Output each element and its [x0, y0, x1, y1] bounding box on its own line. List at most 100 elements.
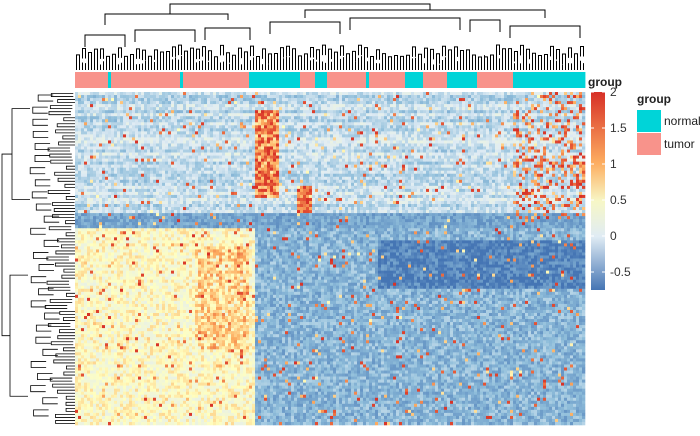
- heatmap-cell: [237, 107, 240, 110]
- heatmap-cell: [204, 92, 207, 95]
- heatmap-cell: [117, 125, 120, 128]
- heatmap-cell: [429, 101, 432, 104]
- heatmap-cell: [579, 104, 582, 107]
- heatmap-cell: [546, 107, 549, 110]
- heatmap-cell: [288, 162, 291, 165]
- heatmap-cell: [468, 104, 471, 107]
- heatmap-cell: [330, 119, 333, 122]
- heatmap-cell: [405, 143, 408, 146]
- heatmap-cell: [495, 153, 498, 156]
- heatmap-cell: [486, 128, 489, 131]
- heatmap-cell: [522, 110, 525, 113]
- heatmap-cell: [192, 143, 195, 146]
- heatmap-cell: [81, 119, 84, 122]
- heatmap-cell: [369, 134, 372, 137]
- heatmap-cell: [336, 159, 339, 162]
- heatmap-cell: [150, 122, 153, 125]
- heatmap-cell: [243, 116, 246, 119]
- heatmap-cell: [282, 104, 285, 107]
- heatmap-cell: [225, 116, 228, 119]
- heatmap-cell: [453, 156, 456, 159]
- heatmap-cell: [441, 156, 444, 159]
- heatmap-cell: [582, 140, 585, 143]
- heatmap-cell: [318, 122, 321, 125]
- heatmap-cell: [213, 101, 216, 104]
- heatmap-cell: [180, 171, 183, 174]
- heatmap-cell: [501, 101, 504, 104]
- heatmap-cell: [201, 131, 204, 134]
- heatmap-cell: [522, 128, 525, 131]
- heatmap-cell: [114, 156, 117, 159]
- heatmap-cell: [189, 95, 192, 98]
- heatmap-cell: [453, 159, 456, 162]
- heatmap-cell: [555, 153, 558, 156]
- heatmap-cell: [558, 137, 561, 140]
- heatmap-cell: [78, 104, 81, 107]
- heatmap-cell: [279, 98, 282, 101]
- heatmap-cell: [549, 146, 552, 149]
- heatmap-cell: [123, 143, 126, 146]
- heatmap-cell: [249, 98, 252, 101]
- heatmap-cell: [561, 119, 564, 122]
- heatmap-cell: [87, 146, 90, 149]
- heatmap-cell: [168, 128, 171, 131]
- heatmap-cell: [549, 122, 552, 125]
- heatmap-cell: [528, 143, 531, 146]
- heatmap-cell: [531, 95, 534, 98]
- heatmap-cell: [453, 104, 456, 107]
- heatmap-cell: [315, 116, 318, 119]
- heatmap-cell: [510, 134, 513, 137]
- heatmap-cell: [327, 107, 330, 110]
- heatmap-cell: [306, 116, 309, 119]
- heatmap-cell: [297, 92, 300, 95]
- heatmap-cell: [333, 122, 336, 125]
- heatmap-cell: [174, 125, 177, 128]
- heatmap-cell: [252, 134, 255, 137]
- heatmap-cell: [405, 113, 408, 116]
- heatmap-cell: [270, 95, 273, 98]
- heatmap-cell: [375, 153, 378, 156]
- heatmap-cell: [513, 128, 516, 131]
- heatmap-cell: [162, 113, 165, 116]
- heatmap-cell: [369, 150, 372, 153]
- heatmap-cell: [486, 146, 489, 149]
- heatmap-cell: [558, 153, 561, 156]
- heatmap-cell: [444, 116, 447, 119]
- heatmap-cell: [516, 110, 519, 113]
- heatmap-cell: [447, 140, 450, 143]
- heatmap-cell: [366, 116, 369, 119]
- heatmap-cell: [117, 107, 120, 110]
- row-dendrogram-branch: [35, 180, 50, 186]
- heatmap-cell: [546, 131, 549, 134]
- heatmap-cell: [165, 168, 168, 171]
- heatmap-cell: [519, 150, 522, 153]
- heatmap-cell: [381, 110, 384, 113]
- heatmap-cell: [207, 171, 210, 174]
- heatmap-cell: [261, 150, 264, 153]
- heatmap-cell: [387, 98, 390, 101]
- heatmap-cell: [573, 92, 576, 95]
- heatmap-cell: [483, 125, 486, 128]
- heatmap-cell: [432, 104, 435, 107]
- heatmap-cell: [96, 159, 99, 162]
- heatmap-cell: [402, 128, 405, 131]
- heatmap-cell: [582, 156, 585, 159]
- heatmap-cell: [525, 165, 528, 168]
- heatmap-cell: [420, 146, 423, 149]
- heatmap-cell: [282, 119, 285, 122]
- heatmap-cell: [153, 143, 156, 146]
- heatmap-cell: [132, 165, 135, 168]
- heatmap-cell: [216, 101, 219, 104]
- heatmap-cell: [225, 153, 228, 156]
- heatmap-cell: [120, 125, 123, 128]
- heatmap-cell: [408, 134, 411, 137]
- heatmap-cell: [150, 153, 153, 156]
- heatmap-cell: [327, 162, 330, 165]
- heatmap-cell: [90, 146, 93, 149]
- heatmap-cell: [468, 113, 471, 116]
- heatmap-cell: [321, 107, 324, 110]
- heatmap-cell: [147, 104, 150, 107]
- heatmap-cell: [297, 113, 300, 116]
- heatmap-cell: [207, 128, 210, 131]
- heatmap-cell: [537, 101, 540, 104]
